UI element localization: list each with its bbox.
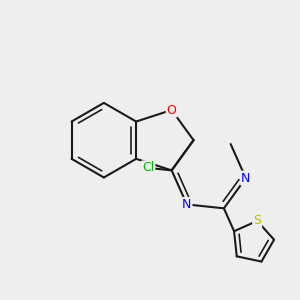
Text: O: O [167,103,177,116]
Text: N: N [241,172,250,185]
Text: N: N [182,198,191,211]
Text: Cl: Cl [142,161,154,174]
Text: S: S [253,214,261,227]
